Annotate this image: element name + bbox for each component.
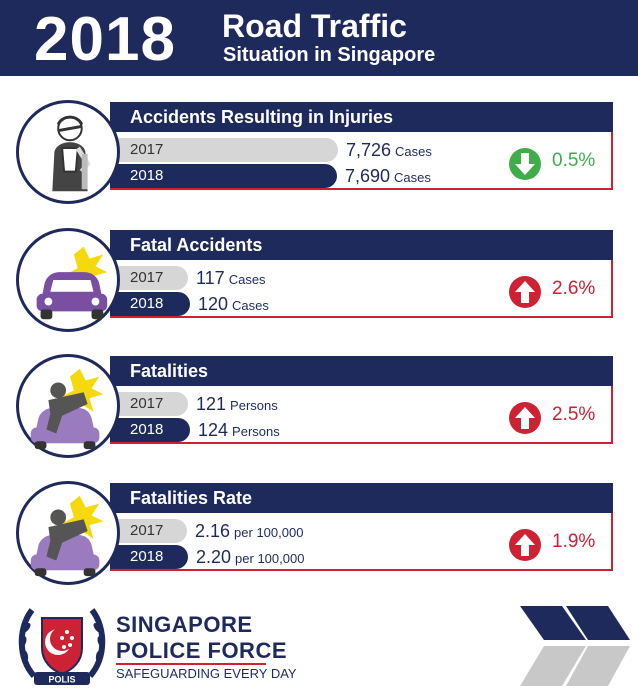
chevron-arrows-icon bbox=[520, 606, 630, 686]
bar-value-label: 7,726 Cases bbox=[346, 138, 432, 164]
org-underline bbox=[116, 663, 266, 665]
value-unit: per 100,000 bbox=[234, 525, 304, 540]
value-number: 124 bbox=[198, 420, 229, 440]
title-banner: 2018 Road Traffic Situation in Singapore bbox=[0, 0, 638, 76]
value-unit: Persons bbox=[230, 398, 278, 413]
change-indicator: 2.5% bbox=[508, 400, 628, 436]
stat-card-title: Fatal Accidents bbox=[110, 230, 613, 260]
stat-card: Accidents Resulting in Injuries 2017 7,726… bbox=[0, 100, 638, 210]
bar-value-label: 117 Cases bbox=[196, 266, 266, 292]
value-unit: Cases bbox=[228, 272, 266, 287]
bar-2018: 2018 bbox=[110, 418, 190, 442]
bar-2017: 2017 bbox=[110, 519, 187, 543]
bar-2017: 2017 bbox=[110, 392, 188, 416]
stat-card-frame bbox=[110, 260, 613, 318]
arrow-up-icon bbox=[509, 276, 541, 308]
value-unit: Cases bbox=[232, 298, 269, 313]
car-crash-icon bbox=[36, 246, 108, 320]
value-number: 121 bbox=[196, 394, 227, 414]
change-indicator: 1.9% bbox=[508, 527, 628, 563]
bar-year-label: 2017 bbox=[130, 269, 164, 286]
bar-value-label: 124 Persons bbox=[198, 418, 280, 444]
bar-year-label: 2018 bbox=[130, 295, 164, 312]
injured-person-icon bbox=[52, 115, 91, 192]
arrow-down-icon bbox=[509, 148, 541, 180]
value-number: 120 bbox=[198, 294, 229, 314]
bar-year-label: 2018 bbox=[130, 548, 164, 565]
bar-value-label: 2.16 per 100,000 bbox=[195, 519, 303, 545]
pedestrian-hit-icon bbox=[30, 495, 104, 577]
arrow-up-icon bbox=[509, 402, 541, 434]
bar-value-label: 7,690 Cases bbox=[345, 164, 431, 190]
value-number: 2.20 bbox=[196, 547, 232, 567]
stat-card-title: Fatalities bbox=[110, 356, 613, 386]
change-indicator: 0.5% bbox=[508, 146, 628, 182]
bar-year-label: 2017 bbox=[130, 141, 164, 158]
change-percent: 2.5% bbox=[552, 404, 596, 425]
bar-2018: 2018 bbox=[110, 164, 337, 188]
value-unit: Cases bbox=[394, 170, 431, 185]
stat-card-frame bbox=[110, 386, 613, 444]
stat-icon-badge bbox=[16, 228, 120, 332]
bar-2017: 2017 bbox=[110, 138, 338, 162]
org-name-line-1: SINGAPORE bbox=[116, 612, 253, 637]
value-unit: Cases bbox=[395, 144, 432, 159]
crest-text: POLIS bbox=[48, 675, 75, 685]
bar-year-label: 2018 bbox=[130, 167, 164, 184]
stat-card-frame bbox=[110, 132, 613, 190]
title-line-1: Road Traffic bbox=[222, 8, 407, 44]
change-percent: 2.6% bbox=[552, 278, 596, 299]
stat-icon-badge bbox=[16, 354, 120, 458]
bar-value-label: 121 Persons bbox=[196, 392, 278, 418]
stat-card: Fatalities 2017 121 Persons 2018 124 Persons 2.… bbox=[0, 354, 638, 464]
bar-2018: 2018 bbox=[110, 545, 188, 569]
stat-icon-badge bbox=[16, 100, 120, 204]
police-crest-icon: POLIS bbox=[18, 608, 106, 685]
bar-year-label: 2018 bbox=[130, 421, 164, 438]
title-year: 2018 bbox=[34, 5, 176, 74]
bar-2017: 2017 bbox=[110, 266, 188, 290]
stat-card: Fatal Accidents 2017 117 Cases 2018 120 Cases 2… bbox=[0, 228, 638, 338]
pedestrian-hit-icon bbox=[30, 368, 104, 450]
bar-value-label: 2.20 per 100,000 bbox=[196, 545, 304, 571]
title-line-2: Situation in Singapore bbox=[223, 44, 436, 66]
value-number: 7,726 bbox=[346, 140, 392, 160]
change-percent: 0.5% bbox=[552, 150, 596, 171]
stat-icon-badge bbox=[16, 481, 120, 585]
stat-card: Fatalities Rate 2017 2.16 per 100,000 2018 2.… bbox=[0, 481, 638, 591]
value-unit: per 100,000 bbox=[235, 551, 305, 566]
org-tagline: SAFEGUARDING EVERY DAY bbox=[116, 666, 297, 681]
stat-card-frame bbox=[110, 513, 613, 571]
stat-card-title: Fatalities Rate bbox=[110, 483, 613, 513]
bar-year-label: 2017 bbox=[130, 395, 164, 412]
org-name-line-2: POLICE FORCE bbox=[116, 638, 288, 663]
stat-card-title: Accidents Resulting in Injuries bbox=[110, 102, 613, 132]
bar-2018: 2018 bbox=[110, 292, 190, 316]
change-percent: 1.9% bbox=[552, 531, 596, 552]
value-number: 2.16 bbox=[195, 521, 231, 541]
bar-value-label: 120 Cases bbox=[198, 292, 269, 318]
change-indicator: 2.6% bbox=[508, 274, 628, 310]
value-number: 117 bbox=[196, 268, 225, 288]
value-number: 7,690 bbox=[345, 166, 391, 186]
bar-year-label: 2017 bbox=[130, 522, 164, 539]
arrow-up-icon bbox=[509, 529, 541, 561]
value-unit: Persons bbox=[232, 424, 280, 439]
footer: POLIS SINGAPORE POLICE FORCE SAFEGUARDIN… bbox=[0, 598, 638, 691]
